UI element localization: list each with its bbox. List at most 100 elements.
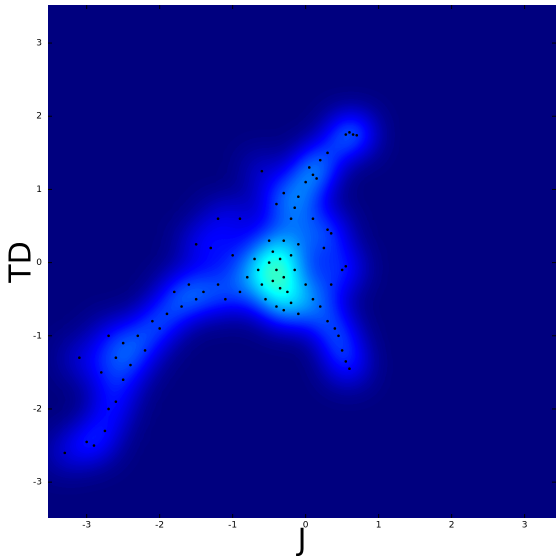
- x-tick-label: -3: [82, 521, 91, 531]
- scatter-point: [194, 243, 198, 246]
- y-tick-label: 0: [36, 258, 42, 268]
- scatter-point: [231, 253, 234, 257]
- scatter-point: [63, 451, 67, 455]
- scatter-point: [253, 257, 256, 261]
- x-tick-label: 3: [522, 521, 528, 531]
- scatter-point: [275, 305, 278, 308]
- scatter-point: [202, 290, 205, 294]
- scatter-point: [289, 301, 293, 305]
- scatter-point: [245, 275, 249, 279]
- y-tick-label: 2: [36, 112, 42, 122]
- y-axis-label: TD: [4, 241, 39, 283]
- scatter-point: [289, 253, 293, 257]
- scatter-point: [351, 133, 355, 136]
- scatter-point: [326, 319, 329, 323]
- scatter-point: [307, 166, 311, 169]
- scatter-point: [224, 297, 227, 301]
- y-tick-label: -1: [33, 331, 42, 341]
- scatter-point: [260, 169, 264, 173]
- scatter-point: [121, 341, 125, 345]
- scatter-point: [238, 217, 242, 220]
- scatter-point: [340, 268, 344, 272]
- scatter-point: [92, 444, 96, 447]
- scatter-point: [344, 264, 348, 268]
- scatter-point: [318, 305, 322, 308]
- scatter-point: [282, 275, 286, 279]
- scatter-point: [329, 283, 333, 286]
- scatter-point: [194, 297, 198, 301]
- scatter-point: [267, 261, 271, 264]
- scatter-point: [340, 349, 344, 352]
- scatter-point: [136, 334, 140, 338]
- x-tick-label: -1: [228, 521, 237, 531]
- y-tick-label: -3: [33, 478, 42, 488]
- scatter-point: [238, 290, 242, 294]
- x-tick-label: -2: [155, 521, 164, 531]
- scatter-point: [326, 151, 329, 155]
- y-tick-label: 3: [36, 39, 42, 49]
- scatter-point: [275, 202, 278, 206]
- scatter-point: [107, 334, 110, 338]
- scatter-point: [337, 334, 340, 338]
- scatter-point: [293, 206, 297, 210]
- scatter-point: [355, 133, 359, 137]
- scatter-point: [289, 217, 293, 220]
- scatter-point: [282, 239, 286, 242]
- scatter-point: [318, 158, 322, 162]
- scatter-point: [311, 217, 315, 220]
- scatter-point: [165, 312, 169, 316]
- scatter-point: [344, 133, 348, 136]
- y-tick-label: 1: [36, 185, 42, 195]
- scatter-point: [333, 327, 337, 330]
- scatter-point: [329, 232, 333, 235]
- x-axis-label: J: [296, 523, 307, 556]
- scatter-point: [114, 356, 118, 360]
- scatter-point: [264, 297, 267, 301]
- scatter-point: [216, 283, 220, 286]
- scatter-point: [304, 180, 307, 184]
- scatter-point: [172, 290, 176, 294]
- x-tick-label: 0: [303, 521, 309, 531]
- scatter-point: [180, 305, 183, 308]
- scatter-point: [121, 378, 125, 381]
- scatter-point: [278, 286, 282, 290]
- scatter-point: [275, 268, 278, 272]
- scatter-point: [282, 308, 286, 312]
- scatter-point: [326, 228, 329, 231]
- scatter-point: [311, 173, 315, 177]
- scatter-point: [297, 243, 300, 246]
- scatter-point: [256, 268, 260, 272]
- scatter-point: [107, 407, 110, 411]
- scatter-point: [209, 246, 213, 250]
- scatter-point: [322, 246, 326, 250]
- scatter-point: [99, 371, 103, 374]
- scatter-point: [143, 349, 147, 352]
- y-tick-label: -2: [33, 404, 42, 414]
- scatter-point: [297, 312, 300, 316]
- scatter-points: [63, 131, 359, 455]
- scatter-point: [293, 268, 297, 272]
- scatter-point: [286, 290, 289, 294]
- scatter-point: [271, 250, 275, 253]
- scatter-point: [78, 356, 81, 360]
- scatter-point: [278, 257, 282, 261]
- scatter-point: [271, 279, 275, 283]
- scatter-point: [267, 239, 271, 242]
- scatter-point: [158, 327, 161, 330]
- axes: -3 -2 -1 0 1 2 3 -3 -2 -1 0 1 2 3: [33, 5, 556, 531]
- scatter-point: [315, 177, 318, 180]
- scatter-point: [260, 283, 264, 286]
- x-tick-label: 2: [449, 521, 455, 531]
- scatter-point: [282, 191, 286, 195]
- scatter-point: [216, 217, 220, 220]
- scatter-point: [297, 195, 300, 199]
- scatter-point: [348, 367, 351, 371]
- scatter-point: [129, 363, 132, 367]
- scatter-point: [311, 297, 315, 301]
- scatter-point: [103, 429, 107, 433]
- scatter-point: [151, 319, 154, 323]
- scatter-point: [85, 440, 88, 444]
- scatter-point: [304, 283, 307, 286]
